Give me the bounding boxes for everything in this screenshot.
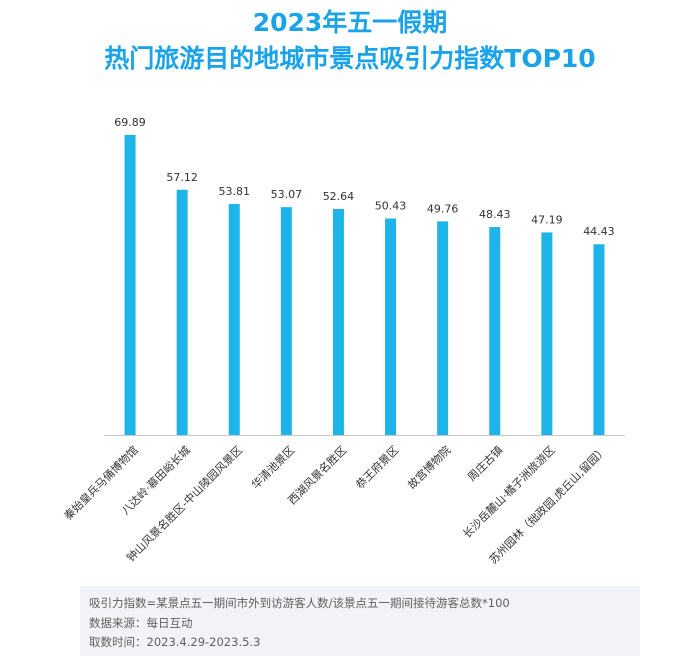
bar-1 xyxy=(124,134,136,435)
bar-2 xyxy=(176,189,188,435)
bar-group xyxy=(124,134,605,435)
value-label-7: 49.76 xyxy=(427,202,459,215)
chart-title-line1: 2023年五一假期 xyxy=(252,8,448,37)
data-period-note: 取数时间：2023.4.29-2023.5.3 xyxy=(89,635,261,649)
bar-9 xyxy=(541,232,553,435)
category-label-9: 长沙岳麓山·橘子洲旅游区 xyxy=(460,443,558,541)
bar-3 xyxy=(228,203,240,435)
category-label-4: 华清池景区 xyxy=(248,443,297,492)
index-definition-note: 吸引力指数=某景点五一期间市外到访游客人数/该景点五一期间接待游客总数*100 xyxy=(89,596,510,610)
value-label-1: 69.89 xyxy=(114,116,146,129)
bar-8 xyxy=(489,227,501,435)
category-label-8: 周庄古镇 xyxy=(465,443,506,484)
bar-7 xyxy=(437,221,449,435)
value-label-5: 52.64 xyxy=(323,190,355,203)
value-label-2: 57.12 xyxy=(166,171,198,184)
bar-6 xyxy=(385,218,397,435)
value-label-group: 69.89 57.12 53.81 53.07 52.64 50.43 49.76 48.43… xyxy=(114,116,614,238)
value-label-9: 47.19 xyxy=(531,213,563,226)
category-label-6: 恭王府景区 xyxy=(353,443,402,492)
data-source-note: 数据来源：每日互动 xyxy=(89,616,193,630)
bar-5 xyxy=(332,208,344,435)
value-label-10: 44.43 xyxy=(583,225,615,238)
category-label-7: 故宫博物院 xyxy=(405,443,454,492)
bar-chart: 69.89 57.12 53.81 53.07 52.64 50.43 49.76 48.43… xyxy=(61,116,625,567)
bar-10 xyxy=(593,244,605,435)
value-label-8: 48.43 xyxy=(479,208,511,221)
bar-4 xyxy=(280,207,292,435)
value-label-4: 53.07 xyxy=(271,188,303,201)
chart-title-line2: 热门旅游目的地城市景点吸引力指数TOP10 xyxy=(104,44,596,73)
value-label-6: 50.43 xyxy=(375,199,407,212)
value-label-3: 53.81 xyxy=(219,185,251,198)
footnote-box: 吸引力指数=某景点五一期间市外到访游客人数/该景点五一期间接待游客总数*100 … xyxy=(80,586,640,656)
